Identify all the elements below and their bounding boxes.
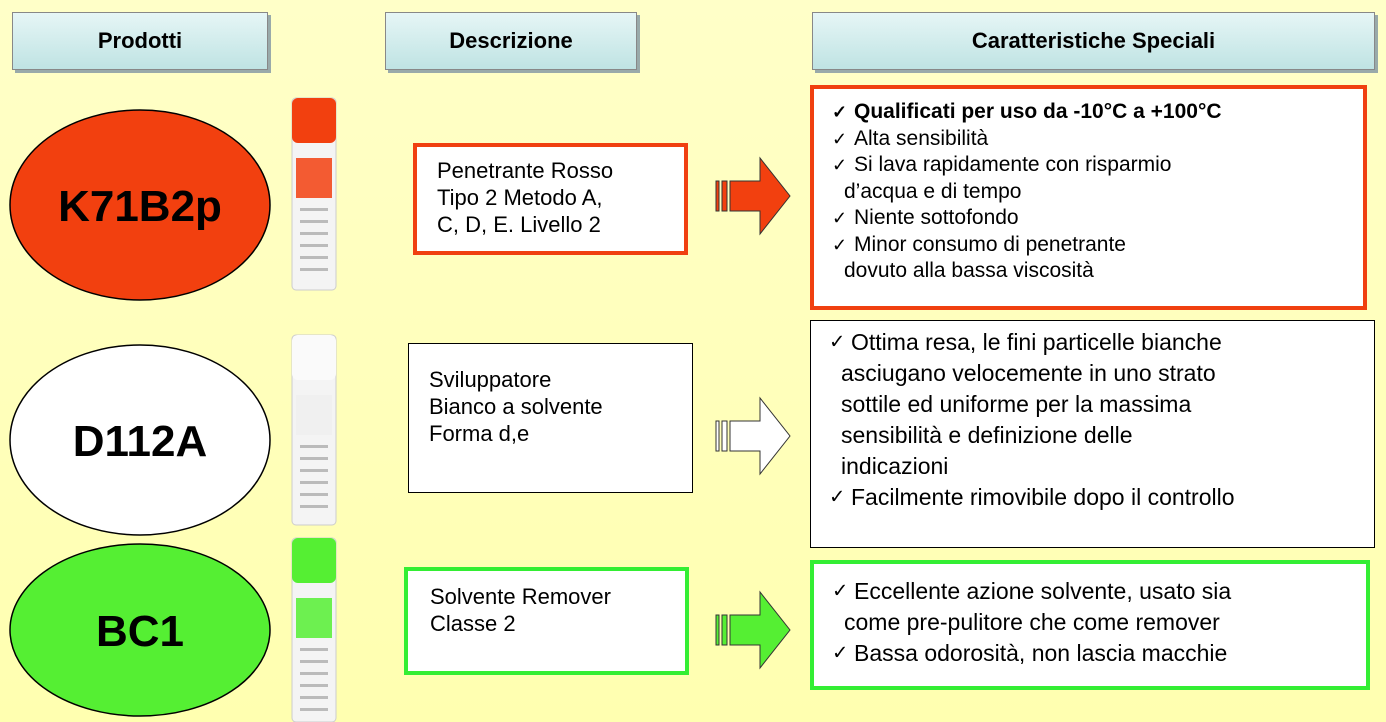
feature-line: sensibilità e definizione delle [841, 422, 1133, 448]
feature-line: d’acqua e di tempo [844, 179, 1022, 203]
description-box: Solvente Remover Classe 2 [404, 567, 689, 675]
feature-line: sottile ed uniforme per la massima [841, 391, 1192, 417]
feature-line: Alta sensibilità [828, 126, 1363, 153]
features-box: Ottima resa, le fini particelle bianchea… [810, 320, 1375, 548]
description-line: Sviluppatore [429, 367, 552, 392]
feature-line: Facilmente rimovibile dopo il controllo [825, 482, 1374, 513]
description-line: Bianco a solvente [429, 394, 603, 419]
feature-line: Ottima resa, le fini particelle bianche [825, 327, 1374, 358]
feature-line: asciugano velocemente in uno strato [841, 360, 1216, 386]
can-print [300, 469, 328, 472]
can-cap [292, 335, 336, 380]
can-label [296, 158, 332, 198]
can-print [300, 696, 328, 699]
feature-line: dovuto alla bassa viscosità [844, 259, 1094, 282]
can-print [300, 445, 328, 448]
can-print [300, 660, 328, 663]
feature-line: Niente sottofondo [828, 205, 1363, 232]
can-print [300, 220, 328, 223]
can-print [300, 256, 328, 259]
can-cap [292, 98, 336, 143]
feature-line: Bassa odorosità, non lascia macchie [828, 638, 1366, 669]
arrow-stripe [721, 180, 728, 212]
arrow [729, 590, 791, 670]
arrow-stripe [715, 180, 720, 212]
product-ellipse [9, 344, 271, 536]
arrow-stripe [715, 420, 720, 452]
description-line: Forma d,e [429, 421, 530, 446]
product-name: D112A [73, 417, 208, 466]
arrow-stripe [721, 614, 728, 646]
feature-line: Eccellente azione solvente, usato sia [828, 576, 1366, 607]
feature-line: Qualificati per uso da -10°C a +100°C [828, 99, 1363, 126]
can-print [300, 481, 328, 484]
can-print [300, 244, 328, 247]
description-line: Classe 2 [430, 611, 516, 636]
can-print [300, 493, 328, 496]
feature-line: indicazioni [841, 453, 949, 479]
description-line: Tipo 2 Metodo A, [437, 185, 603, 210]
product-name: BC1 [96, 607, 184, 656]
can-print [300, 684, 328, 687]
can-print [300, 232, 328, 235]
can-print [300, 648, 328, 651]
arrow [729, 156, 791, 236]
can-print [300, 208, 328, 211]
description-box: Sviluppatore Bianco a solvente Forma d,e [408, 343, 693, 493]
can-print [300, 457, 328, 460]
can-print [300, 672, 328, 675]
description-box: Penetrante Rosso Tipo 2 Metodo A, C, D, E.… [413, 143, 688, 255]
arrow-stripe [715, 614, 720, 646]
feature-line: come pre-pulitore che come remover [844, 609, 1220, 635]
arrow [729, 396, 791, 476]
column-header: Caratteristiche Speciali [812, 12, 1375, 70]
description-line: C, D, E. Livello 2 [437, 212, 601, 237]
description-line: Solvente Remover [430, 584, 611, 609]
features-box: Eccellente azione solvente, usato siacom… [810, 560, 1370, 690]
column-header: Descrizione [385, 12, 637, 70]
can-print [300, 505, 328, 508]
can-cap [292, 538, 336, 583]
can-print [300, 268, 328, 271]
feature-line: Si lava rapidamente con risparmio [828, 152, 1363, 179]
can-label [296, 395, 332, 435]
description-line: Penetrante Rosso [437, 158, 614, 183]
product-ellipse [9, 109, 271, 301]
can-print [300, 708, 328, 711]
product-ellipse [9, 543, 271, 717]
arrow-stripe [721, 420, 728, 452]
can-label [296, 598, 332, 638]
product-name: K71B2p [58, 182, 222, 231]
features-box: Qualificati per uso da -10°C a +100°CAlt… [810, 85, 1367, 310]
feature-line: Minor consumo di penetrante [828, 232, 1363, 259]
column-header: Prodotti [12, 12, 268, 70]
